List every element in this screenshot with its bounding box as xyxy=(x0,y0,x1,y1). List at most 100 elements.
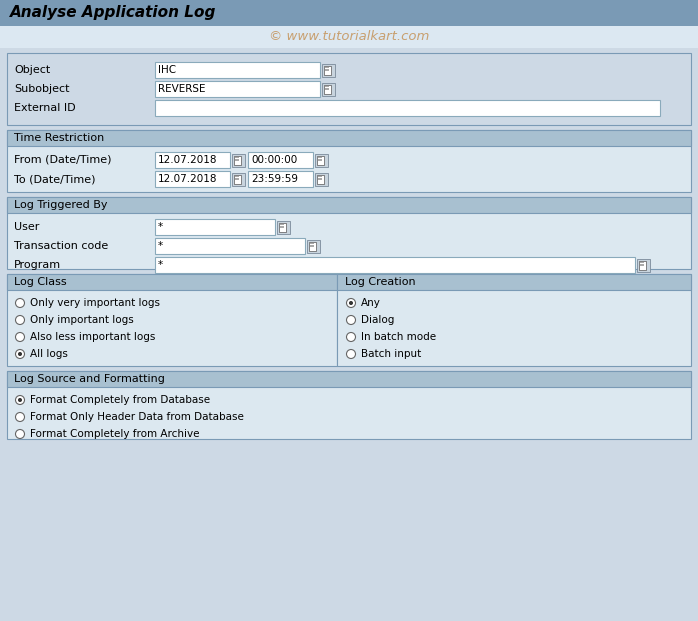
Text: Also less important logs: Also less important logs xyxy=(30,332,156,342)
Text: *: * xyxy=(158,222,163,232)
Text: User: User xyxy=(14,222,39,232)
Bar xyxy=(7,371,691,387)
Bar xyxy=(235,176,239,177)
Bar xyxy=(315,173,328,186)
Bar xyxy=(235,156,239,158)
Circle shape xyxy=(15,315,24,325)
Text: IHC: IHC xyxy=(158,65,176,75)
Text: © www.tutorialkart.com: © www.tutorialkart.com xyxy=(269,30,429,43)
Bar xyxy=(637,258,650,271)
Bar xyxy=(234,175,241,183)
Circle shape xyxy=(346,299,355,307)
Text: *: * xyxy=(158,260,163,270)
Text: Dialog: Dialog xyxy=(361,315,394,325)
Bar xyxy=(0,0,698,26)
Bar xyxy=(7,130,691,192)
Bar xyxy=(155,238,305,254)
Text: Format Completely from Database: Format Completely from Database xyxy=(30,395,210,405)
Bar xyxy=(310,242,314,244)
Text: Program: Program xyxy=(14,260,61,270)
Bar xyxy=(324,65,331,75)
Bar xyxy=(232,173,245,186)
Circle shape xyxy=(15,350,24,358)
Text: Only important logs: Only important logs xyxy=(30,315,134,325)
Circle shape xyxy=(346,315,355,325)
Text: 23:59:59: 23:59:59 xyxy=(251,174,298,184)
Bar xyxy=(7,130,691,146)
Circle shape xyxy=(346,350,355,358)
Circle shape xyxy=(15,332,24,342)
Bar xyxy=(280,226,284,227)
Circle shape xyxy=(15,396,24,404)
Circle shape xyxy=(346,332,355,342)
Bar xyxy=(307,240,320,253)
Text: Object: Object xyxy=(14,65,50,75)
Text: From (Date/Time): From (Date/Time) xyxy=(14,155,112,165)
Circle shape xyxy=(15,430,24,438)
Text: All logs: All logs xyxy=(30,349,68,359)
Bar xyxy=(322,83,335,96)
Bar xyxy=(279,222,286,232)
Bar xyxy=(317,155,324,165)
Text: External ID: External ID xyxy=(14,103,75,113)
Bar xyxy=(7,197,691,269)
Text: Log Triggered By: Log Triggered By xyxy=(14,200,107,210)
Bar xyxy=(322,63,335,76)
Bar xyxy=(639,260,646,270)
Bar xyxy=(337,274,691,290)
Bar xyxy=(155,62,320,78)
Bar xyxy=(155,81,320,97)
Circle shape xyxy=(15,299,24,307)
Bar xyxy=(248,152,313,168)
Bar xyxy=(337,274,691,366)
Circle shape xyxy=(18,398,22,402)
Bar xyxy=(280,224,284,225)
Bar xyxy=(315,153,328,166)
Bar xyxy=(318,156,322,158)
Text: Batch input: Batch input xyxy=(361,349,422,359)
Bar xyxy=(0,26,698,48)
Bar xyxy=(155,219,275,235)
Text: 00:00:00: 00:00:00 xyxy=(251,155,297,165)
Bar xyxy=(7,274,337,290)
Text: Log Class: Log Class xyxy=(14,277,66,287)
Text: 12.07.2018: 12.07.2018 xyxy=(158,174,218,184)
Circle shape xyxy=(18,352,22,356)
Bar xyxy=(324,84,331,94)
Bar xyxy=(155,171,230,187)
Circle shape xyxy=(15,412,24,422)
Bar xyxy=(155,100,660,116)
Bar xyxy=(640,264,644,266)
Text: Transaction code: Transaction code xyxy=(14,241,108,251)
Text: Time Restriction: Time Restriction xyxy=(14,133,104,143)
Bar xyxy=(7,371,691,439)
Bar xyxy=(277,220,290,233)
Text: Log Creation: Log Creation xyxy=(345,277,415,287)
Text: Subobject: Subobject xyxy=(14,84,70,94)
Text: *: * xyxy=(158,241,163,251)
Bar xyxy=(7,274,337,366)
Bar xyxy=(640,261,644,263)
Text: 12.07.2018: 12.07.2018 xyxy=(158,155,218,165)
Bar xyxy=(235,159,239,160)
Bar xyxy=(310,245,314,247)
Text: Log Source and Formatting: Log Source and Formatting xyxy=(14,374,165,384)
Bar xyxy=(318,178,322,179)
Text: Analyse Application Log: Analyse Application Log xyxy=(10,6,216,20)
Text: To (Date/Time): To (Date/Time) xyxy=(14,174,96,184)
Text: REVERSE: REVERSE xyxy=(158,84,205,94)
Bar xyxy=(232,153,245,166)
Bar xyxy=(155,257,635,273)
Bar xyxy=(325,88,329,89)
Text: Format Completely from Archive: Format Completely from Archive xyxy=(30,429,200,439)
Bar xyxy=(325,69,329,71)
Bar xyxy=(318,159,322,160)
Bar xyxy=(7,197,691,213)
Bar xyxy=(325,66,329,68)
Text: Only very important logs: Only very important logs xyxy=(30,298,160,308)
Bar xyxy=(309,242,316,250)
Bar xyxy=(234,155,241,165)
Bar xyxy=(317,175,324,183)
Circle shape xyxy=(349,301,353,305)
Text: Format Only Header Data from Database: Format Only Header Data from Database xyxy=(30,412,244,422)
